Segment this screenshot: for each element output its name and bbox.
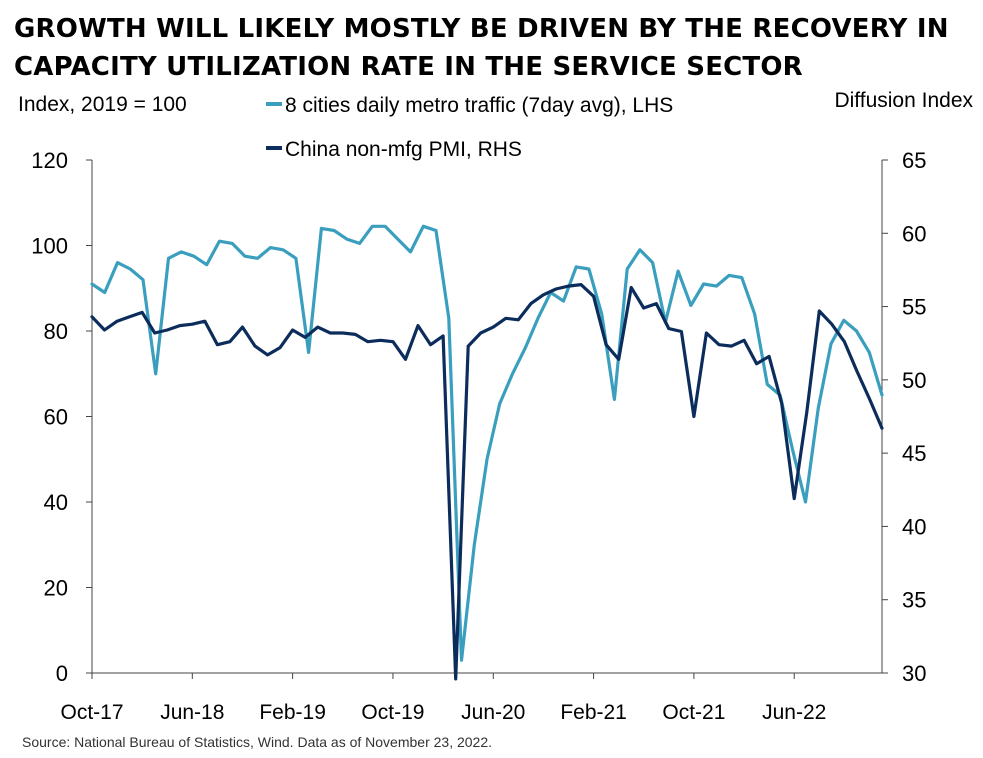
right-tick-label: 30: [902, 661, 926, 686]
right-tick-label: 35: [902, 588, 926, 613]
legend-item-pmi: China non-mfg PMI, RHS: [266, 136, 673, 180]
left-tick-label: 40: [44, 490, 68, 515]
x-tick-label: Jun-20: [461, 701, 525, 724]
chart-title-line-1: GROWTH WILL LIKELY MOSTLY BE DRIVEN BY T…: [14, 14, 949, 44]
legend-label-pmi: China non-mfg PMI, RHS: [285, 138, 522, 161]
right-tick-label: 40: [902, 514, 926, 539]
x-tick-label: Feb-21: [560, 701, 627, 724]
left-tick-label: 0: [56, 661, 68, 686]
legend-item-traffic: 8 cities daily metro traffic (7day avg),…: [266, 92, 673, 136]
left-tick-label: 120: [31, 148, 68, 173]
x-tick-label: Oct-17: [60, 701, 123, 724]
left-tick-label: 20: [44, 576, 68, 601]
x-tick-label: Feb-19: [259, 701, 326, 724]
right-tick-label: 65: [902, 148, 926, 173]
source-note: Source: National Bureau of Statistics, W…: [22, 734, 493, 750]
left-tick-label: 100: [31, 234, 68, 259]
legend-label-traffic: 8 cities daily metro traffic (7day avg),…: [285, 94, 674, 117]
legend: 8 cities daily metro traffic (7day avg),…: [266, 92, 673, 180]
right-axis-title: Diffusion Index: [834, 89, 973, 112]
x-tick-label: Jun-18: [160, 701, 224, 724]
right-tick-label: 55: [902, 295, 926, 320]
legend-swatch-pmi: [266, 146, 282, 151]
legend-swatch-traffic: [266, 102, 282, 107]
x-tick-label: Jun-22: [762, 701, 826, 724]
right-tick-label: 45: [902, 441, 926, 466]
x-tick-label: Oct-19: [361, 701, 424, 724]
x-tick-label: Oct-21: [662, 701, 725, 724]
right-tick-label: 60: [902, 221, 926, 246]
left-tick-label: 60: [44, 405, 68, 430]
series-line-traffic: [90, 224, 884, 662]
chart-title: GROWTH WILL LIKELY MOSTLY BE DRIVEN BY T…: [14, 10, 974, 86]
chart-title-line-2: CAPACITY UTILIZATION RATE IN THE SERVICE…: [14, 52, 803, 82]
left-axis-title: Index, 2019 = 100: [18, 93, 187, 116]
left-tick-label: 80: [44, 319, 68, 344]
right-tick-label: 50: [902, 368, 926, 393]
series-line-pmi: [90, 283, 884, 681]
